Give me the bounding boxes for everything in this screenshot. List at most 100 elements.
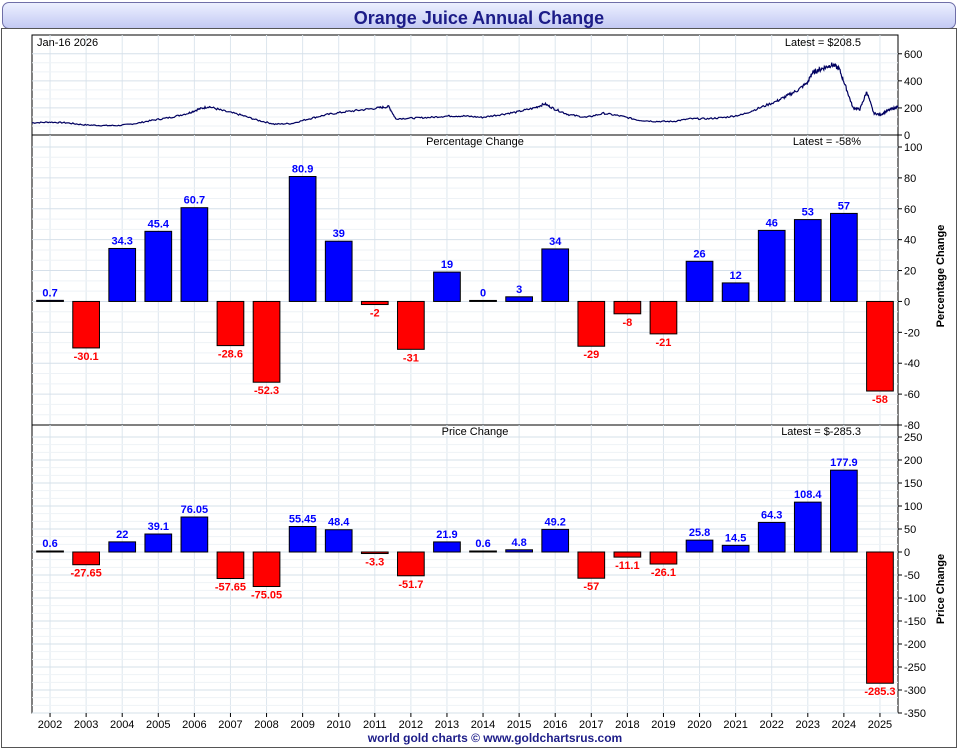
price-line bbox=[31, 62, 899, 127]
data-label: -8 bbox=[622, 317, 632, 329]
data-label: 108.4 bbox=[794, 489, 822, 501]
date-label: Jan-16 2026 bbox=[37, 37, 98, 49]
data-label: 14.5 bbox=[725, 532, 746, 544]
data-label: -75.05 bbox=[251, 590, 282, 602]
x-tick-label: 2003 bbox=[74, 719, 98, 731]
data-label: 34 bbox=[549, 236, 562, 248]
y-axis-label: Price Change bbox=[935, 554, 947, 624]
latest-label: Latest = $-285.3 bbox=[781, 426, 861, 438]
y-tick-label: -300 bbox=[904, 685, 926, 697]
data-label: -29 bbox=[583, 349, 599, 361]
data-label: 76.05 bbox=[181, 504, 209, 516]
data-label: 45.4 bbox=[148, 218, 170, 230]
bar bbox=[108, 541, 137, 553]
y-tick-label: 80 bbox=[904, 173, 916, 185]
data-label: 21.9 bbox=[436, 529, 457, 541]
y-tick-label: 0 bbox=[904, 130, 910, 142]
x-tick-label: 2010 bbox=[326, 719, 350, 731]
data-label: -51.7 bbox=[398, 579, 423, 591]
data-label: -26.1 bbox=[651, 567, 676, 579]
y-tick-label: -50 bbox=[904, 570, 920, 582]
x-tick-label: 2004 bbox=[110, 719, 134, 731]
y-tick-label: -80 bbox=[904, 420, 920, 432]
y-tick-label: 200 bbox=[904, 103, 922, 115]
data-label: 60.7 bbox=[184, 195, 205, 207]
data-label: 80.9 bbox=[292, 163, 313, 175]
data-label: 39 bbox=[333, 228, 345, 240]
bar bbox=[541, 528, 570, 553]
x-tick-label: 2018 bbox=[615, 719, 639, 731]
bar bbox=[72, 551, 100, 566]
x-tick-label: 2017 bbox=[579, 719, 603, 731]
x-tick-label: 2022 bbox=[759, 719, 783, 731]
data-label: 19 bbox=[441, 259, 453, 271]
data-label: 4.8 bbox=[511, 537, 526, 549]
x-tick-label: 2023 bbox=[796, 719, 820, 731]
bar bbox=[793, 219, 822, 302]
y-tick-label: 100 bbox=[904, 142, 922, 154]
bar bbox=[577, 551, 606, 579]
bar bbox=[685, 260, 714, 302]
data-label: 0.7 bbox=[42, 287, 57, 299]
data-label: -30.1 bbox=[74, 351, 99, 363]
data-label: 57 bbox=[838, 200, 850, 212]
bar bbox=[397, 551, 425, 577]
data-label: 25.8 bbox=[689, 527, 710, 539]
y-tick-label: -250 bbox=[904, 662, 926, 674]
x-tick-label: 2015 bbox=[507, 719, 531, 731]
bar bbox=[36, 550, 64, 553]
bar bbox=[649, 300, 678, 335]
data-label: -52.3 bbox=[254, 385, 279, 397]
latest-label: Latest = $208.5 bbox=[785, 37, 861, 49]
y-tick-label: 20 bbox=[904, 266, 916, 278]
data-label: -57.65 bbox=[215, 582, 246, 594]
bar bbox=[830, 469, 858, 553]
y-tick-label: -350 bbox=[904, 708, 926, 720]
bar bbox=[613, 300, 642, 315]
data-label: -27.65 bbox=[71, 568, 102, 580]
panel-title: Percentage Change bbox=[426, 136, 524, 148]
title-bar: Orange Juice Annual Change bbox=[2, 2, 956, 29]
bar bbox=[180, 207, 209, 302]
data-label: -3.3 bbox=[365, 557, 384, 569]
data-label: -285.3 bbox=[864, 686, 895, 698]
bar bbox=[252, 300, 281, 383]
chart-title: Orange Juice Annual Change bbox=[353, 8, 605, 28]
bar bbox=[433, 271, 461, 302]
data-label: 12 bbox=[730, 270, 742, 282]
bar bbox=[324, 240, 353, 302]
x-tick-label: 2019 bbox=[651, 719, 675, 731]
x-tick-label: 2012 bbox=[399, 719, 423, 731]
bar bbox=[144, 230, 173, 302]
x-tick-label: 2011 bbox=[363, 719, 387, 731]
data-label: 26 bbox=[693, 248, 705, 260]
bar bbox=[469, 299, 497, 302]
y-tick-label: 200 bbox=[904, 455, 922, 467]
bar bbox=[397, 300, 425, 350]
x-tick-label: 2013 bbox=[435, 719, 459, 731]
x-tick-label: 2021 bbox=[723, 719, 747, 731]
bar bbox=[505, 296, 533, 302]
bar bbox=[324, 529, 353, 553]
y-tick-label: 40 bbox=[904, 235, 916, 247]
panel-frame bbox=[31, 134, 899, 426]
data-label: -2 bbox=[370, 308, 380, 320]
bar bbox=[721, 282, 750, 302]
bar bbox=[613, 551, 642, 558]
y-tick-label: -60 bbox=[904, 389, 920, 401]
x-tick-label: 2025 bbox=[868, 719, 892, 731]
data-label: -31 bbox=[403, 352, 419, 364]
x-tick-label: 2014 bbox=[471, 719, 495, 731]
bar bbox=[505, 549, 533, 553]
bar bbox=[757, 521, 786, 553]
bar bbox=[36, 299, 64, 302]
data-label: 3 bbox=[516, 284, 522, 296]
bar bbox=[433, 541, 461, 553]
chart-border bbox=[1, 28, 957, 748]
data-label: 55.45 bbox=[289, 513, 317, 525]
bar bbox=[649, 551, 678, 565]
data-label: -28.6 bbox=[218, 349, 243, 361]
bar bbox=[72, 300, 100, 349]
data-label: -57 bbox=[583, 581, 599, 593]
data-label: 48.4 bbox=[328, 517, 350, 529]
